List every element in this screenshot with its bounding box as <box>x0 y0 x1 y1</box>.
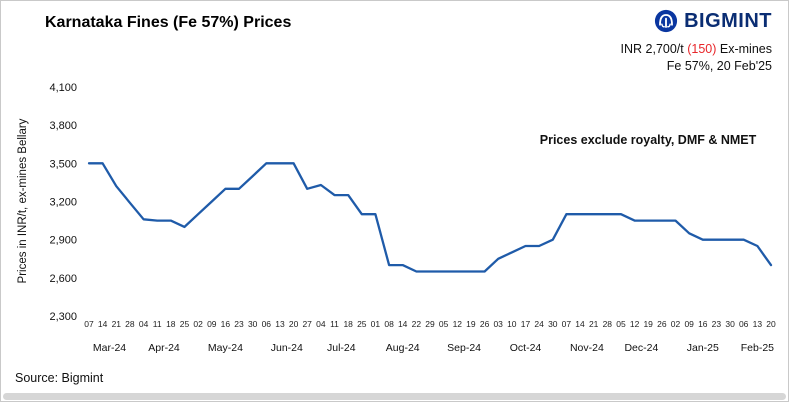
svg-text:09: 09 <box>207 319 217 329</box>
svg-text:13: 13 <box>753 319 763 329</box>
svg-text:21: 21 <box>112 319 122 329</box>
svg-text:18: 18 <box>343 319 353 329</box>
svg-text:17: 17 <box>521 319 531 329</box>
svg-text:11: 11 <box>330 319 339 329</box>
y-axis-title: Prices in INR/t, ex-mines Bellary <box>17 118 29 284</box>
price-summary: INR 2,700/t (150) Ex-mines <box>621 42 772 56</box>
svg-text:24: 24 <box>534 319 544 329</box>
svg-text:14: 14 <box>398 319 408 329</box>
svg-text:Aug-24: Aug-24 <box>386 342 420 354</box>
svg-text:Feb-25: Feb-25 <box>741 342 774 354</box>
svg-text:3,200: 3,200 <box>49 197 77 209</box>
svg-text:02: 02 <box>671 319 681 329</box>
svg-text:2,600: 2,600 <box>49 273 77 285</box>
svg-text:07: 07 <box>84 319 94 329</box>
svg-text:02: 02 <box>193 319 203 329</box>
svg-text:28: 28 <box>603 319 613 329</box>
svg-text:19: 19 <box>466 319 476 329</box>
svg-text:Prices exclude royalty, DMF &: Prices exclude royalty, DMF & NMET <box>540 133 757 147</box>
svg-text:06: 06 <box>739 319 749 329</box>
svg-text:09: 09 <box>684 319 694 329</box>
bigmint-logo: BIGMINT <box>654 9 772 33</box>
svg-text:07: 07 <box>562 319 572 329</box>
svg-text:2,900: 2,900 <box>49 235 77 247</box>
svg-text:29: 29 <box>425 319 435 329</box>
svg-text:10: 10 <box>507 319 517 329</box>
svg-text:Apr-24: Apr-24 <box>148 342 180 354</box>
svg-text:2,300: 2,300 <box>49 311 77 323</box>
svg-text:05: 05 <box>439 319 449 329</box>
svg-text:Jun-24: Jun-24 <box>271 342 303 354</box>
svg-text:12: 12 <box>630 319 640 329</box>
svg-text:16: 16 <box>698 319 708 329</box>
svg-text:25: 25 <box>180 319 190 329</box>
svg-text:Oct-24: Oct-24 <box>510 342 542 354</box>
svg-text:05: 05 <box>616 319 626 329</box>
bigmint-logo-icon <box>654 9 678 33</box>
svg-text:27: 27 <box>302 319 312 329</box>
svg-text:22: 22 <box>412 319 422 329</box>
svg-text:26: 26 <box>657 319 667 329</box>
svg-text:28: 28 <box>125 319 135 329</box>
svg-text:30: 30 <box>248 319 258 329</box>
svg-text:19: 19 <box>643 319 653 329</box>
svg-text:08: 08 <box>384 319 394 329</box>
bigmint-logo-text: BIGMINT <box>684 9 772 32</box>
svg-text:May-24: May-24 <box>208 342 243 354</box>
horizontal-scrollbar[interactable] <box>3 393 786 400</box>
svg-text:Jan-25: Jan-25 <box>687 342 719 354</box>
svg-text:20: 20 <box>766 319 776 329</box>
svg-text:Jul-24: Jul-24 <box>327 342 356 354</box>
svg-text:23: 23 <box>234 319 244 329</box>
grade-date-line: Fe 57%, 20 Feb'25 <box>666 59 772 73</box>
svg-text:3,500: 3,500 <box>49 158 77 170</box>
page-title: Karnataka Fines (Fe 57%) Prices <box>45 14 292 31</box>
svg-text:03: 03 <box>493 319 503 329</box>
svg-text:Dec-24: Dec-24 <box>624 342 658 354</box>
svg-text:3,800: 3,800 <box>49 120 77 132</box>
svg-text:14: 14 <box>98 319 108 329</box>
svg-text:01: 01 <box>371 319 381 329</box>
svg-text:12: 12 <box>453 319 463 329</box>
svg-text:21: 21 <box>589 319 599 329</box>
svg-text:14: 14 <box>575 319 585 329</box>
svg-text:25: 25 <box>357 319 367 329</box>
price-basis: Ex-mines <box>716 42 772 56</box>
price-change: (150) <box>687 42 717 56</box>
source-note: Source: Bigmint <box>15 371 104 385</box>
svg-text:20: 20 <box>289 319 299 329</box>
svg-text:Mar-24: Mar-24 <box>93 342 126 354</box>
svg-text:06: 06 <box>262 319 272 329</box>
svg-text:11: 11 <box>153 319 162 329</box>
svg-text:18: 18 <box>166 319 176 329</box>
svg-text:16: 16 <box>221 319 231 329</box>
svg-text:13: 13 <box>275 319 285 329</box>
svg-text:23: 23 <box>712 319 722 329</box>
svg-text:4,100: 4,100 <box>49 82 77 94</box>
svg-text:30: 30 <box>548 319 558 329</box>
price-value: INR 2,700/t <box>620 42 688 56</box>
svg-text:30: 30 <box>725 319 735 329</box>
svg-text:04: 04 <box>139 319 149 329</box>
svg-text:Sep-24: Sep-24 <box>447 342 481 354</box>
svg-text:04: 04 <box>316 319 326 329</box>
svg-text:Nov-24: Nov-24 <box>570 342 604 354</box>
svg-text:26: 26 <box>480 319 490 329</box>
